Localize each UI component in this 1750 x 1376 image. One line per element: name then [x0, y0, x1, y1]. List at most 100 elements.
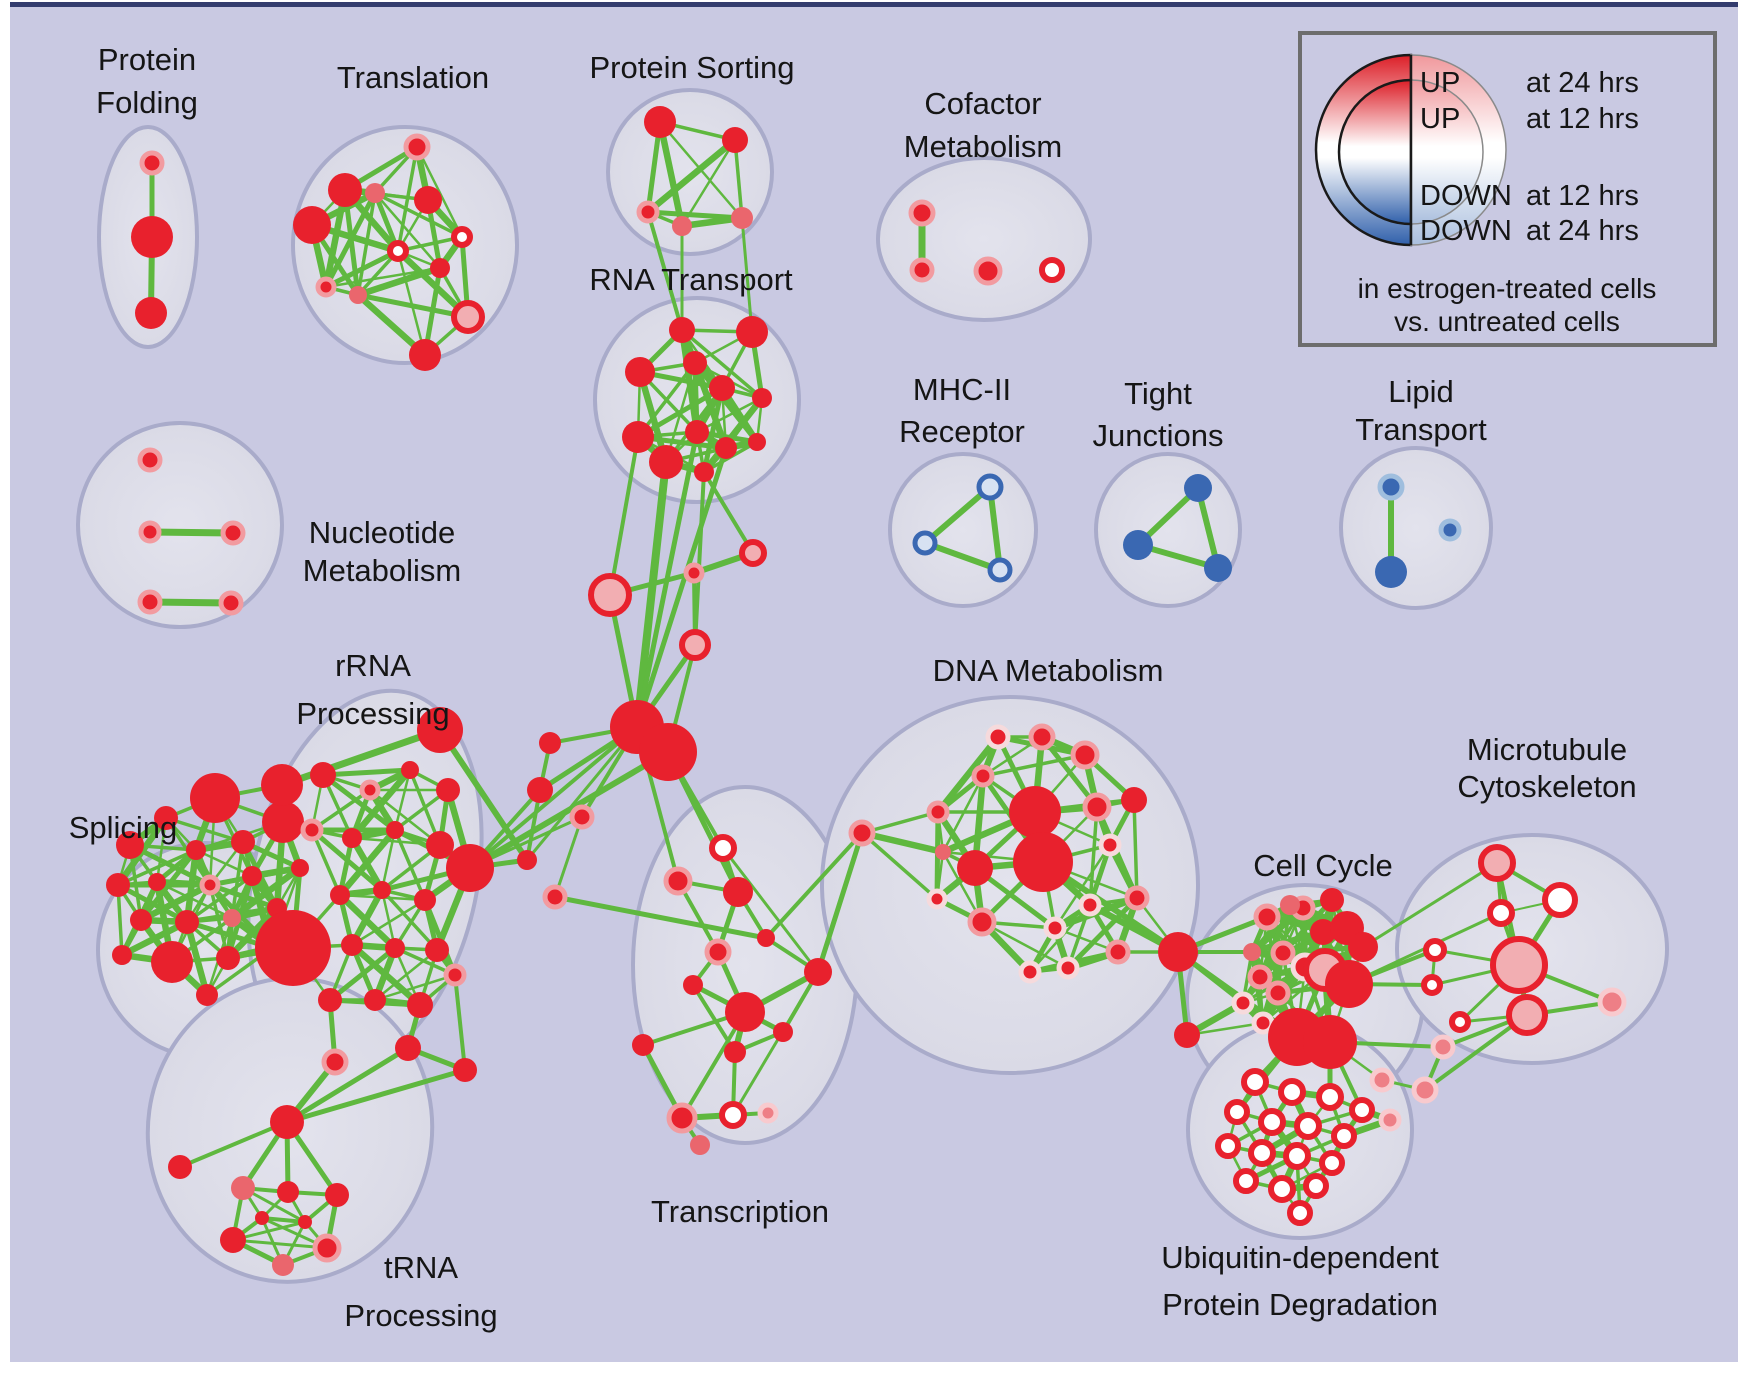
- network-node: [926, 800, 950, 824]
- cluster-label-splicing: Splicing: [69, 810, 178, 845]
- network-node: [1411, 1076, 1439, 1104]
- network-node: [330, 885, 350, 905]
- network-node: [154, 806, 178, 830]
- network-node: [967, 907, 997, 937]
- cluster-label-protein_folding: Protein: [98, 42, 196, 77]
- network-edge: [721, 846, 820, 974]
- network-edge: [731, 970, 820, 1117]
- network-node: [300, 818, 324, 842]
- network-node: [409, 339, 441, 371]
- network-node: [451, 300, 485, 334]
- network-node: [175, 910, 199, 934]
- network-edge: [634, 445, 729, 730]
- network-edge: [815, 830, 865, 975]
- network-edge: [646, 210, 684, 332]
- network-node: [446, 844, 494, 892]
- network-node: [255, 910, 331, 986]
- cluster-label-cofactor: Metabolism: [904, 129, 1063, 164]
- network-node: [709, 834, 737, 862]
- network-node: [1233, 1168, 1259, 1194]
- network-edge: [553, 815, 584, 899]
- network-node: [1265, 980, 1291, 1006]
- network-node: [318, 988, 342, 1012]
- legend-direction-label: DOWN: [1420, 180, 1512, 212]
- network-node: [262, 801, 304, 843]
- network-node: [407, 992, 433, 1018]
- network-edge: [680, 1010, 747, 1120]
- network-node: [199, 874, 221, 896]
- network-node: [186, 840, 206, 860]
- cluster-ellipse-nucleotide: [76, 421, 284, 629]
- cluster-label-trna: Processing: [344, 1298, 497, 1333]
- network-node: [542, 884, 568, 910]
- network-node: [1303, 1015, 1357, 1069]
- network-node: [1378, 1108, 1402, 1132]
- network-edge: [858, 829, 947, 856]
- network-node: [1268, 1175, 1296, 1203]
- network-node: [757, 1102, 779, 1124]
- cluster-labels: Protein Folding Translation Protein Sorting…: [69, 42, 1637, 1333]
- network-node: [1018, 960, 1042, 984]
- network-node: [430, 258, 450, 278]
- network-node: [757, 929, 775, 947]
- network-node: [453, 1058, 477, 1082]
- network-node: [395, 1035, 421, 1061]
- network-node: [1253, 903, 1281, 931]
- network-node: [1287, 1200, 1313, 1226]
- network-node: [328, 173, 362, 207]
- network-edge: [467, 749, 671, 871]
- network-node: [694, 462, 714, 482]
- network-edge: [981, 753, 1087, 778]
- network-node: [1316, 1083, 1344, 1111]
- network-node: [116, 831, 144, 859]
- network-edge: [260, 1216, 307, 1224]
- legend-gradient-circle: [1410, 79, 1484, 225]
- network-node: [709, 375, 735, 401]
- network-edge: [437, 727, 530, 863]
- network-node: [401, 761, 419, 779]
- legend-direction-label: UP: [1420, 67, 1460, 99]
- network-node: [1348, 932, 1378, 962]
- network-node: [1283, 1142, 1311, 1170]
- network-node: [436, 778, 460, 802]
- cluster-label-tight_junctions: Junctions: [1093, 418, 1224, 453]
- network-node: [976, 473, 1004, 501]
- network-node: [417, 707, 463, 753]
- network-node: [539, 732, 561, 754]
- network-node: [270, 1105, 304, 1139]
- network-edge: [231, 1238, 329, 1250]
- cluster-label-mt: Microtubule: [1467, 732, 1627, 767]
- network-node: [973, 256, 1003, 286]
- network-node: [724, 1041, 746, 1063]
- network-edge: [115, 882, 190, 925]
- network-edge: [680, 328, 764, 400]
- network-node: [1043, 916, 1067, 940]
- legend-time-label: at 24 hrs: [1526, 67, 1639, 99]
- network-node: [261, 764, 303, 806]
- network-node: [298, 1215, 312, 1229]
- cluster-label-lipid: Transport: [1355, 412, 1487, 447]
- network-edge: [284, 1045, 411, 1125]
- network-node: [669, 317, 695, 343]
- network-edge: [320, 772, 398, 833]
- cluster-label-mhc: MHC-II: [913, 372, 1011, 407]
- network-node: [1369, 1067, 1395, 1093]
- network-node: [293, 206, 331, 244]
- network-node: [569, 804, 595, 830]
- network-node: [1542, 882, 1578, 918]
- network-node: [722, 127, 748, 153]
- network-node: [1082, 792, 1112, 822]
- network-node: [1506, 994, 1548, 1036]
- legend-time-label: at 12 hrs: [1526, 103, 1639, 135]
- network-edge: [373, 948, 439, 1002]
- network-edge: [355, 292, 471, 320]
- network-node: [683, 351, 707, 375]
- network-node: [1078, 893, 1102, 917]
- network-edge: [860, 831, 939, 901]
- network-node: [451, 226, 473, 248]
- network-node: [679, 629, 711, 661]
- network-node: [1258, 1108, 1286, 1136]
- network-edge: [644, 136, 739, 216]
- legend: UP at 24 hrs UP at 12 hrs DOWN at 12 hrs DOWN a…: [1298, 31, 1717, 347]
